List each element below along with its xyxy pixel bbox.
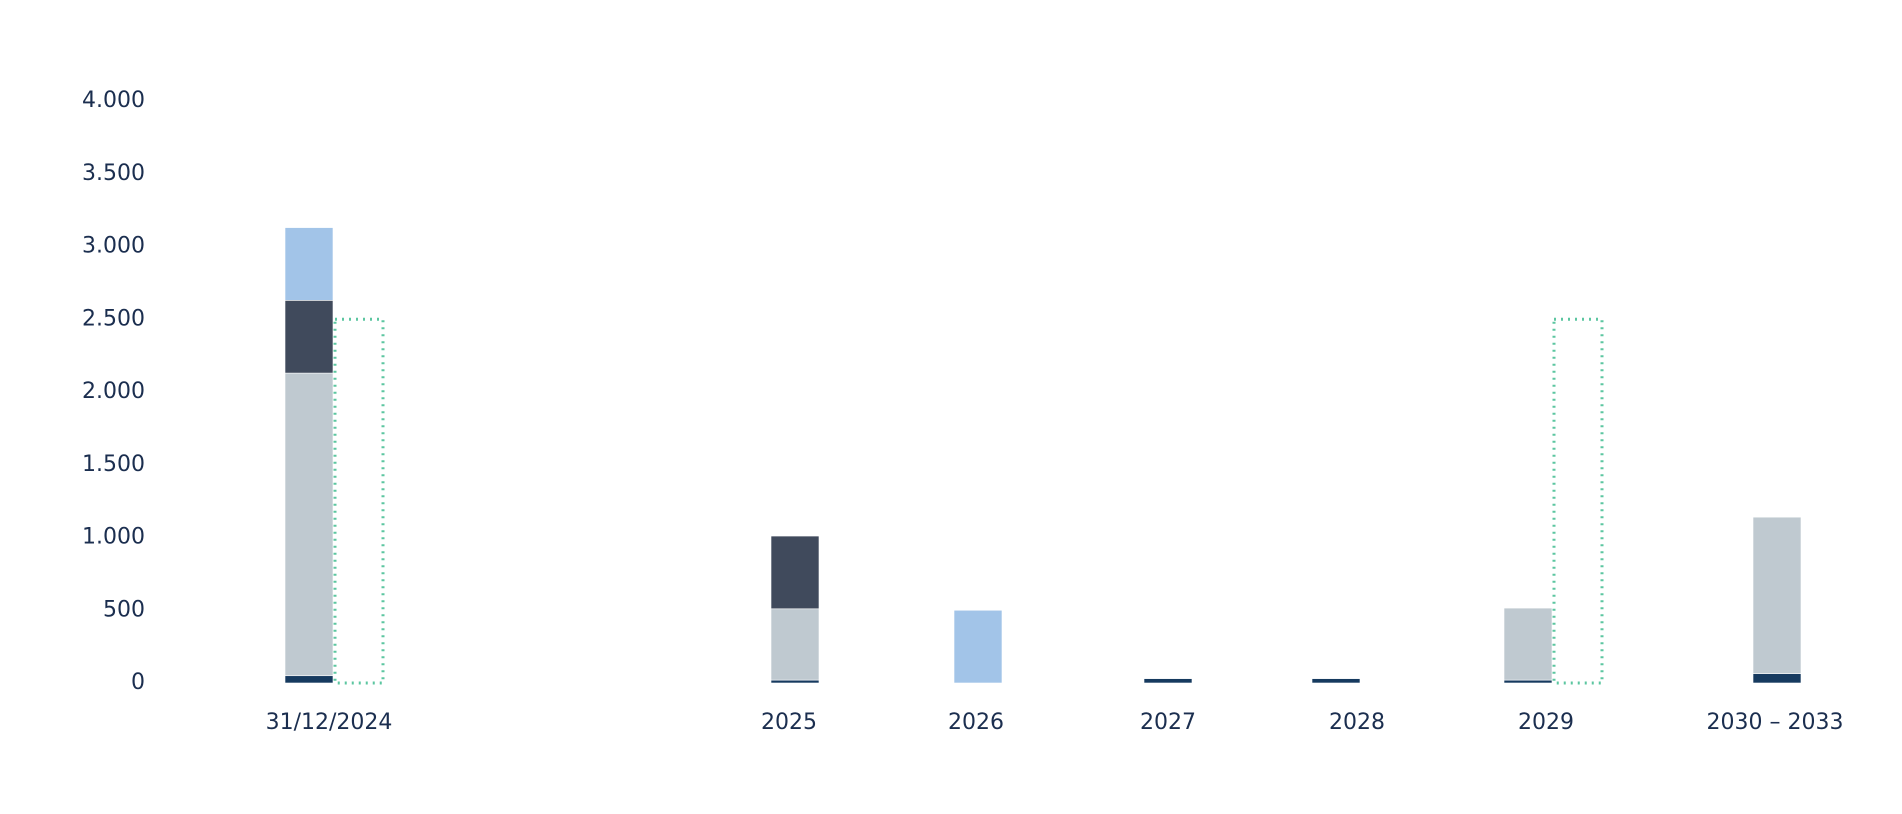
bar-segment — [1503, 679, 1553, 684]
y-tick-label: 0 — [131, 670, 145, 695]
bar-segment — [284, 372, 334, 677]
target-outline — [1552, 317, 1604, 685]
bar-segment — [770, 535, 820, 610]
y-tick-label: 2.000 — [82, 379, 145, 404]
bar-segment — [1752, 673, 1802, 684]
bar-segment — [1143, 678, 1193, 684]
bar-segment — [1503, 607, 1553, 681]
x-tick-label: 2026 — [948, 710, 1004, 735]
target-outline — [333, 317, 385, 685]
x-tick-label: 2029 — [1518, 710, 1574, 735]
y-tick-label: 2.500 — [82, 306, 145, 331]
x-tick-label: 2030 – 2033 — [1707, 710, 1844, 735]
bar-segment — [284, 300, 334, 374]
y-tick-label: 1.000 — [82, 525, 145, 550]
x-tick-label: 2027 — [1140, 710, 1196, 735]
y-tick-label: 1.500 — [82, 452, 145, 477]
bar-segment — [1311, 678, 1361, 684]
x-tick-label: 2025 — [761, 710, 817, 735]
x-tick-label: 31/12/2024 — [266, 710, 393, 735]
x-tick-label: 2028 — [1329, 710, 1385, 735]
bar-segment — [770, 679, 820, 684]
bar-segment — [953, 609, 1003, 684]
y-tick-label: 4.000 — [82, 88, 145, 113]
y-tick-label: 500 — [103, 597, 145, 622]
bar-segment — [284, 227, 334, 301]
bar-segment — [284, 675, 334, 684]
bar-segment — [1752, 516, 1802, 674]
y-tick-label: 3.500 — [82, 161, 145, 186]
y-tick-label: 3.000 — [82, 234, 145, 259]
bar-segment — [770, 608, 820, 681]
